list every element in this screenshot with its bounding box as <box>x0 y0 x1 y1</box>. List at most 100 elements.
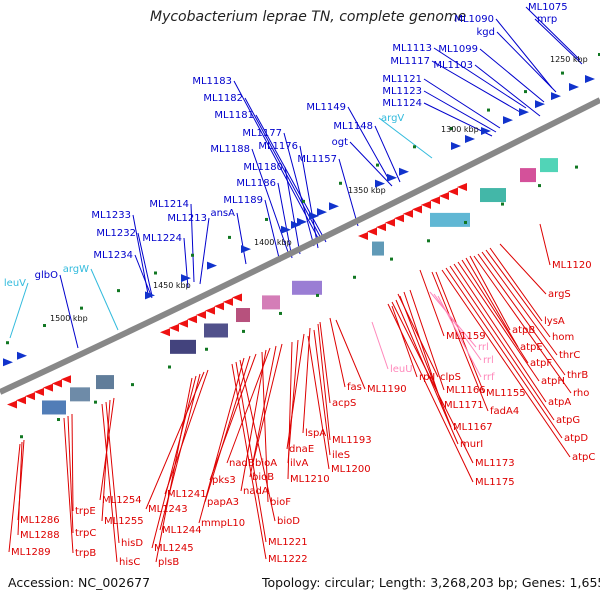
leader-line <box>277 182 293 259</box>
gene-label-reverse: ML1173 <box>475 458 515 469</box>
leader-line <box>17 441 23 536</box>
leader-line <box>534 18 583 65</box>
gene-label-reverse: ML1245 <box>154 543 194 554</box>
gene-label-forward: ML1090 <box>454 14 494 25</box>
gene-label-forward: ML1224 <box>142 233 182 244</box>
gene-label-forward: ML1213 <box>167 213 207 224</box>
gene-dot <box>561 71 564 75</box>
forward-gene-arrow <box>317 208 327 217</box>
leader-line <box>449 265 555 421</box>
gene-block <box>236 308 250 323</box>
gene-label-forward: ansA <box>210 208 235 219</box>
leader-line <box>433 293 482 361</box>
leader-line <box>378 117 433 159</box>
gene-label-reverse: ML1120 <box>552 260 592 271</box>
gene-label-reverse: ML1289 <box>11 547 51 558</box>
leader-line <box>437 295 482 378</box>
leader-line <box>435 271 485 394</box>
forward-gene-arrow <box>297 217 307 226</box>
leader-line <box>371 321 389 370</box>
leader-line <box>209 353 257 481</box>
gene-block <box>204 323 228 338</box>
leader-line <box>469 255 511 331</box>
gene-label-forward: ML1232 <box>96 228 136 239</box>
forward-gene-arrow <box>291 220 301 229</box>
reverse-gene-arrow <box>16 396 26 405</box>
gene-label-reverse: nadA <box>243 486 269 497</box>
gene-label-reverse: fas <box>347 382 362 393</box>
gene-label-reverse: ML1171 <box>444 400 484 411</box>
reverse-gene-arrow <box>430 196 440 205</box>
gene-label-reverse: atpH <box>541 376 565 387</box>
gene-label-forward: ML1123 <box>382 86 422 97</box>
gene-label-reverse: murI <box>460 439 483 450</box>
gene-dot <box>228 235 231 239</box>
leader-line <box>431 60 521 113</box>
forward-gene-arrow <box>465 135 475 144</box>
gene-label-forward: ML1176 <box>258 141 298 152</box>
gene-dot <box>316 293 319 297</box>
gene-label-forward: ML1234 <box>93 250 133 261</box>
leader-line <box>235 361 267 543</box>
gene-label-reverse: trpC <box>75 528 96 539</box>
kbp-ticks: 1250 kbp 1300 kbp 1350 kbp 1400 kbp 1450… <box>50 55 588 323</box>
leader-line <box>423 90 497 133</box>
leader-line <box>199 217 210 285</box>
leader-line <box>319 321 331 404</box>
feature-tracks <box>3 53 600 439</box>
gene-label-reverse: plsB <box>158 557 179 568</box>
forward-gene-arrow <box>207 261 217 270</box>
leader-line <box>183 237 189 289</box>
gene-label-reverse: pks3 <box>212 475 236 486</box>
leader-line <box>525 6 581 61</box>
gene-block <box>540 158 558 173</box>
gene-label-reverse: ML1190 <box>367 384 407 395</box>
gene-block <box>480 188 506 203</box>
leader-line <box>151 375 197 549</box>
leader-line <box>338 158 359 227</box>
gene-label-reverse: ML1155 <box>486 388 526 399</box>
rrna-label: leuU <box>390 364 413 375</box>
kbp-tick-label: 1250 kbp <box>550 55 588 64</box>
leader-line <box>134 254 153 299</box>
gene-label-reverse: hom <box>552 332 574 343</box>
gene-dot <box>353 275 356 279</box>
reverse-gene-arrow <box>34 387 44 396</box>
rrna-label: rrl <box>478 342 489 353</box>
gene-dot <box>205 347 208 351</box>
gene-label-forward: ML1214 <box>149 199 189 210</box>
trna-label: argV <box>381 113 404 124</box>
gene-dot <box>242 329 245 333</box>
gene-label-forward: ML1117 <box>390 56 430 67</box>
leader-line <box>409 289 445 391</box>
forward-gene-arrow <box>451 141 461 150</box>
leader-line <box>335 319 366 390</box>
gene-label-reverse: hisD <box>121 538 143 549</box>
reverse-gene-arrow <box>43 383 53 392</box>
gene-dot <box>20 435 23 439</box>
leader-line <box>474 64 541 117</box>
kbp-tick-label: 1400 kbp <box>254 238 292 247</box>
reverse-gene-arrow <box>232 293 242 302</box>
gene-label-reverse: ML1210 <box>290 474 330 485</box>
leader-line <box>429 291 477 348</box>
gene-label-forward: ML1148 <box>333 121 373 132</box>
gene-dot <box>131 383 134 387</box>
reverse-gene-arrow <box>160 328 170 337</box>
leader-line <box>473 255 572 394</box>
gene-label-reverse: ML1193 <box>332 435 372 446</box>
leader-line <box>284 166 301 255</box>
kbp-tick-label: 1450 kbp <box>153 281 191 290</box>
gene-label-reverse: ML1159 <box>446 331 486 342</box>
reverse-gene-arrow <box>412 205 422 214</box>
forward-gene-arrow <box>535 100 545 109</box>
gene-dot <box>279 311 282 315</box>
leader-line <box>347 106 389 179</box>
gene-block <box>42 400 66 415</box>
leader-line <box>105 401 120 544</box>
reverse-gene-arrow <box>169 323 179 332</box>
gene-label-forward: ML1124 <box>382 98 422 109</box>
reverse-gene-arrow <box>7 400 17 409</box>
gene-block <box>70 387 90 402</box>
leader-line <box>287 339 299 464</box>
